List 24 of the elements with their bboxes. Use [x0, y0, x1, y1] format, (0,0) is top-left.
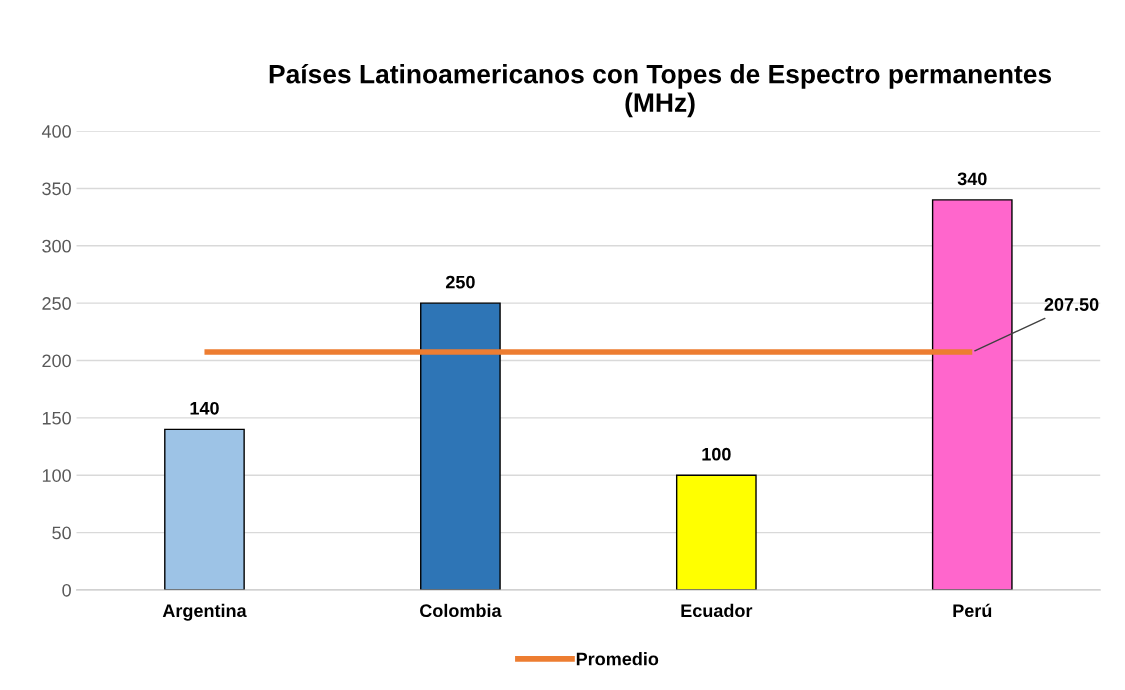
data-label: 140: [190, 401, 219, 415]
data-label: 100: [702, 447, 731, 461]
y-tick-label: 400: [41, 125, 71, 138]
legend-label: Promedio: [576, 652, 659, 666]
data-label: 340: [957, 172, 987, 186]
y-tick-label: 100: [42, 469, 71, 482]
y-tick-label: 50: [52, 526, 71, 540]
bar: [675, 474, 757, 590]
y-tick-label: 350: [42, 182, 71, 196]
bar: [164, 428, 245, 590]
chart-title: Países Latinoamericanos con Topes de Espectro permanentes (MHz): [269, 63, 1052, 118]
y-tick-label: 250: [42, 297, 71, 310]
x-tick-label: Perú: [953, 603, 992, 618]
data-label: 250: [445, 275, 475, 289]
x-tick-label: Colombia: [420, 603, 502, 618]
bar: [931, 199, 1013, 590]
bar: [420, 302, 501, 590]
x-tick-label: Argentina: [162, 603, 247, 621]
annotation: 207.50: [1044, 298, 1099, 311]
y-tick-label: 300: [42, 239, 71, 253]
y-tick-label: 0: [62, 583, 71, 597]
y-tick-label: 150: [42, 411, 71, 425]
x-tick-label: Ecuador: [681, 603, 753, 618]
y-tick-label: 200: [42, 354, 71, 368]
